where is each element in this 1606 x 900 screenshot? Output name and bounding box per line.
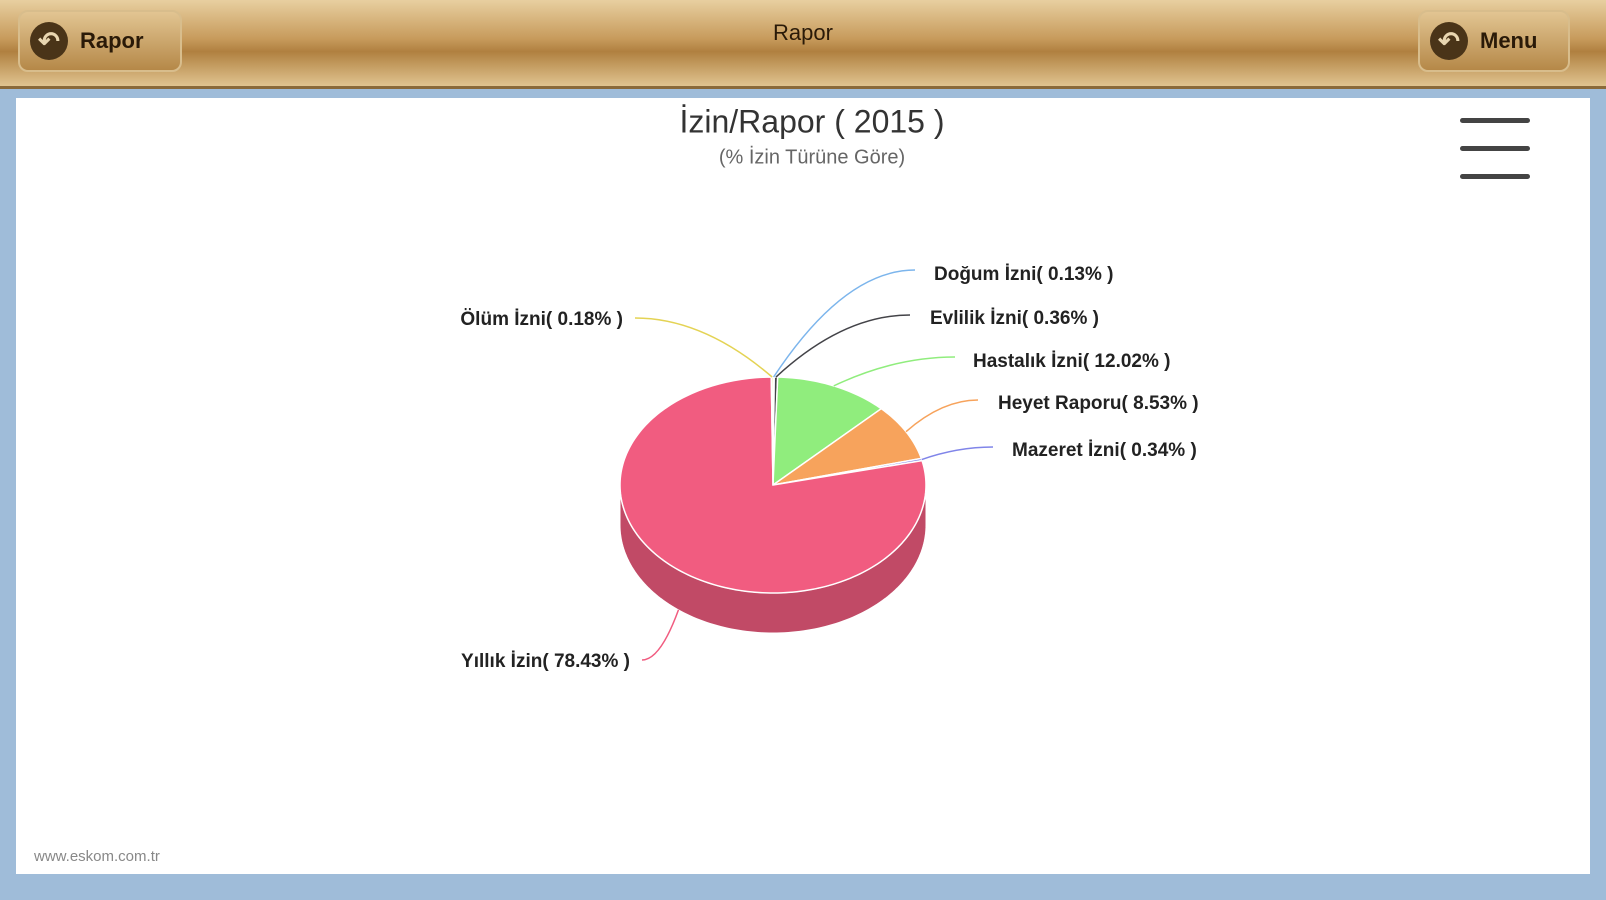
footer-link[interactable]: www.eskom.com.tr [34, 848, 160, 865]
back-label: Rapor [80, 28, 144, 53]
chart-menu[interactable] [1450, 98, 1590, 198]
menu-label: Menu [1480, 28, 1538, 53]
back-button[interactable]: ↶ Rapor [18, 10, 182, 72]
chart-panel: www.eskom.com.tr [16, 98, 1590, 874]
header-bar: ↶ Rapor Rapor ↶ Menu [0, 0, 1606, 89]
header-title: Rapor [773, 20, 833, 45]
menu-button[interactable]: ↶ Menu [1418, 10, 1570, 72]
